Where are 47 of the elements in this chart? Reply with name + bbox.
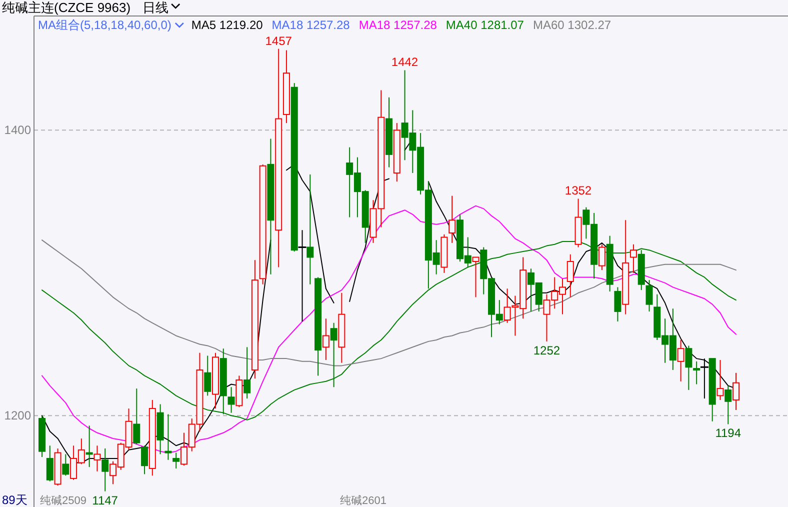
annotation: 纯碱2601: [340, 494, 386, 507]
text: MA40 1281.07: [446, 18, 524, 32]
candlestick: [251, 260, 258, 380]
text: MA5 1219.20: [191, 18, 264, 32]
annotation: 1442: [391, 55, 418, 70]
candlestick: [622, 220, 630, 315]
candlestick: [94, 445, 101, 472]
annotation: 1194: [715, 426, 742, 440]
text: MA18 1257.28: [358, 18, 438, 32]
candlestick: [322, 318, 330, 360]
candlestick: [614, 286, 622, 322]
annotation: 1457: [265, 34, 292, 48]
candlestick: [716, 359, 724, 400]
legend-label: MA18 1257.28: [272, 18, 350, 32]
candlestick: [164, 414, 172, 460]
y-tick-label: 1200: [4, 408, 32, 423]
candlestick: [677, 340, 684, 382]
candlestick: [338, 292, 346, 364]
candlestick: [732, 372, 740, 410]
candlestick: [148, 399, 156, 476]
annotation: 1147: [92, 493, 118, 507]
candlestick: [566, 254, 574, 298]
legend-title: MA组合(5,18,18,40,60,0): [38, 18, 172, 32]
candlestick: [267, 138, 274, 275]
line-series: [42, 240, 736, 366]
candlestick: [693, 360, 700, 385]
candlestick: [448, 195, 456, 244]
text: MA60 1302.27: [532, 18, 612, 32]
candlestick: [156, 404, 164, 455]
candlestick: [282, 50, 290, 124]
candlestick: [220, 348, 227, 415]
candlestick: [386, 96, 392, 168]
candlestick: [228, 386, 235, 414]
candlestick: [306, 174, 314, 285]
candlestick: [275, 48, 282, 268]
annotation: 纯碱2509: [40, 494, 86, 507]
y-tick-label: 1400: [4, 123, 32, 138]
chart-subtitle: 日线: [142, 0, 169, 15]
candlestick: [393, 122, 400, 182]
candlestick: [102, 448, 109, 492]
candlestick: [685, 345, 692, 390]
chart-title: 纯碱主连(CZCE 9963): [2, 0, 131, 15]
text: 89天: [2, 493, 28, 507]
candlestick: [646, 280, 653, 312]
annotation: 1352: [564, 184, 592, 198]
annotation: 1252: [533, 343, 560, 358]
candlestick: [724, 385, 732, 425]
